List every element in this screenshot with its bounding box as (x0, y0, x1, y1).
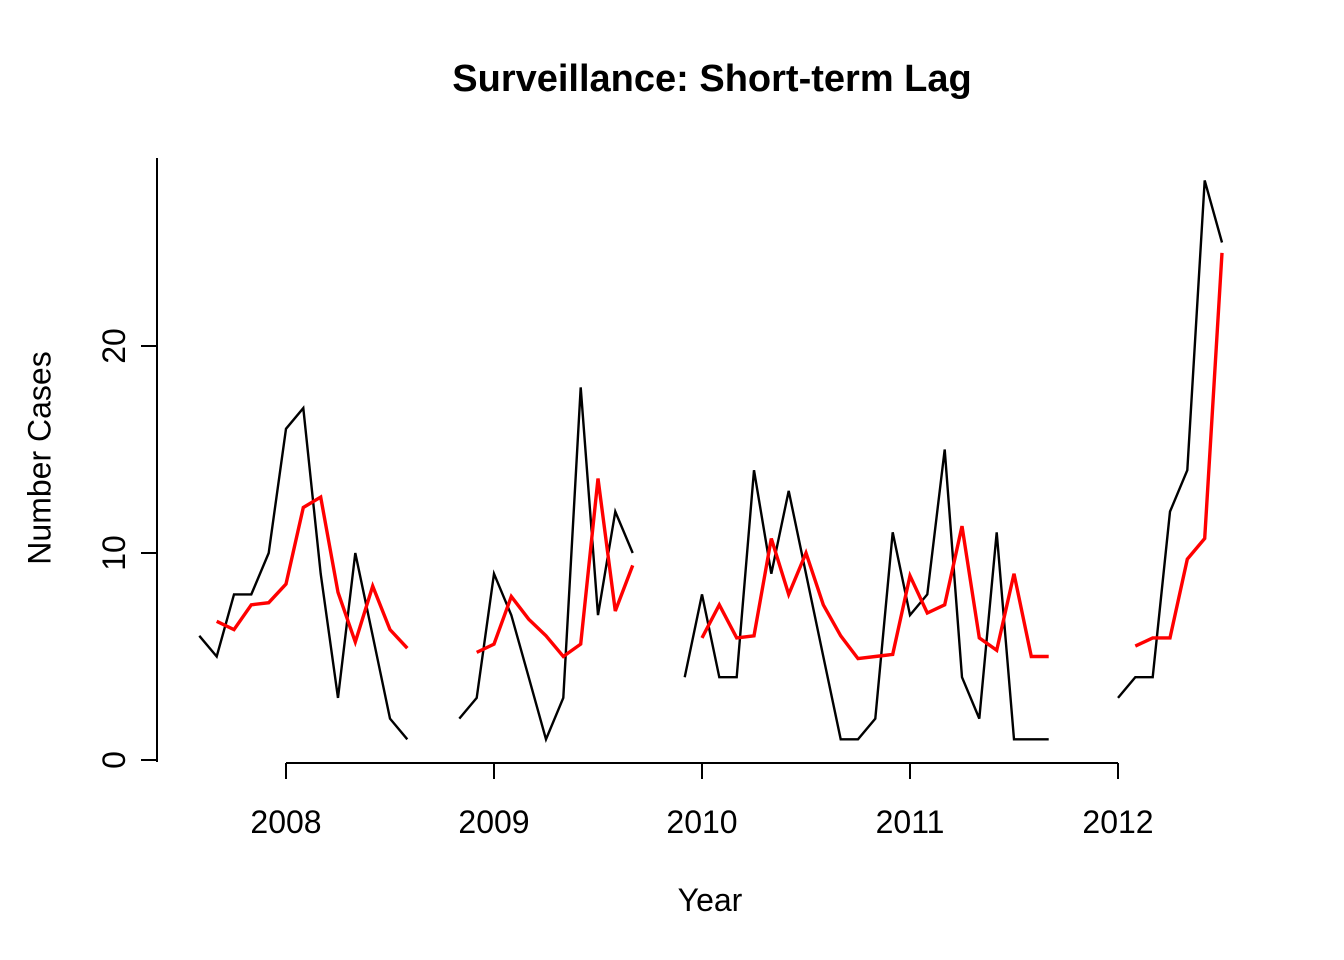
black-line-segment (683, 449, 1049, 741)
x-tick-label: 2008 (250, 804, 321, 840)
red-line-segment (215, 494, 409, 650)
black-line-segment (198, 405, 409, 741)
red-line-segment (700, 525, 1049, 661)
black-line-segment (1117, 180, 1224, 699)
y-axis-label: Number Cases (21, 351, 58, 565)
x-tick-label: 2011 (876, 804, 945, 840)
x-tick-label: 2010 (666, 804, 737, 840)
x-tick-label: 2009 (458, 804, 529, 840)
red-line-segment (1134, 252, 1224, 648)
black-line-segment (458, 387, 634, 743)
y-tick-label: 10 (96, 535, 132, 571)
red-line-segment (475, 478, 635, 659)
x-tick-label: 2012 (1082, 804, 1153, 840)
y-tick-label: 20 (96, 328, 132, 364)
y-tick-label: 0 (96, 751, 132, 769)
chart-title: Surveillance: Short-term Lag (452, 58, 972, 100)
x-axis-label: Year (677, 882, 743, 918)
